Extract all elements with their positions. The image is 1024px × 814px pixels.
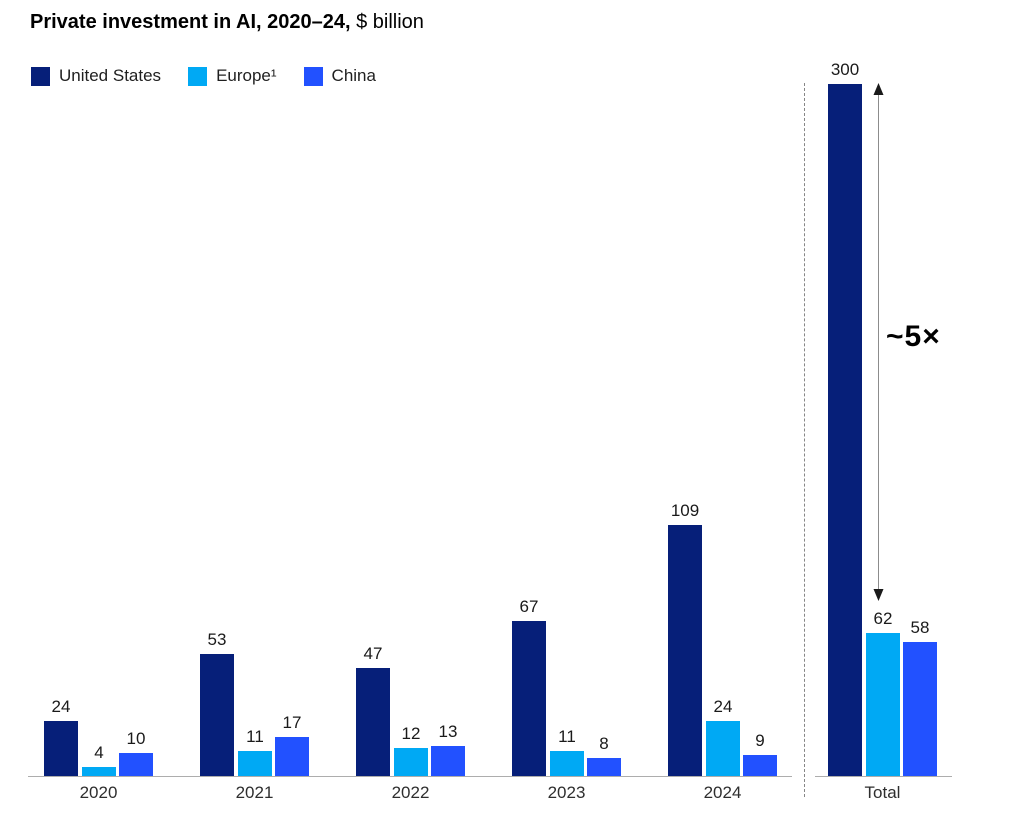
bar-value-label-2021-europe: 11 [246, 727, 264, 746]
bar-value-label-2021-united-states: 53 [207, 630, 227, 649]
legend-swatch-united-states [31, 66, 50, 86]
legend-item-united-states: United States [31, 66, 161, 86]
chart-title-unit: $ billion [356, 11, 424, 33]
multiplier-label: ~5× [886, 320, 941, 353]
bar-total-china [903, 642, 937, 776]
bar-value-label-2023-china: 8 [599, 734, 609, 753]
x-axis-label-2022: 2022 [391, 783, 430, 802]
bar-2020-europe [82, 767, 116, 776]
bar-2024-europe [706, 721, 740, 776]
bar-2021-europe [238, 751, 272, 776]
x-axis-label-total: Total [864, 783, 901, 802]
bar-value-label-2022-china: 13 [438, 722, 458, 741]
bar-2023-europe [550, 751, 584, 776]
bar-value-label-2022-europe: 12 [401, 724, 421, 743]
bar-total-europe [866, 633, 900, 776]
bar-value-label-2020-china: 10 [126, 729, 146, 748]
bar-value-label-total-europe: 62 [873, 609, 893, 628]
bar-value-label-2021-china: 17 [282, 713, 302, 732]
legend-swatch-china [303, 66, 323, 86]
bar-value-label-2020-europe: 4 [94, 743, 104, 762]
legend-item-china: China [303, 66, 376, 86]
x-axis-total [815, 776, 952, 777]
legend-label-united-states: United States [59, 66, 162, 85]
bar-2024-united-states [668, 525, 702, 776]
chart-title: Private investment in AI, 2020–24, $ bil… [30, 10, 424, 34]
bar-value-label-2024-china: 9 [755, 731, 765, 750]
legend-label-europe: Europe¹ [216, 66, 277, 85]
legend: United States Europe¹ China [31, 66, 376, 86]
bar-2022-europe [394, 748, 428, 776]
x-axis-main [28, 776, 792, 777]
bar-2020-china [119, 753, 153, 776]
bar-value-label-2024-europe: 24 [713, 697, 733, 716]
bar-value-label-2022-united-states: 47 [363, 644, 383, 663]
bar-2020-united-states [44, 721, 78, 776]
x-axis-label-2021: 2021 [235, 783, 274, 802]
bar-value-label-2023-europe: 11 [558, 727, 576, 746]
bar-2021-united-states [200, 654, 234, 776]
legend-label-china: China [331, 66, 376, 85]
bar-value-label-2023-united-states: 67 [519, 597, 539, 616]
bar-total-united-states [828, 84, 862, 776]
bar-2023-china [587, 758, 621, 776]
bar-value-label-2020-united-states: 24 [51, 697, 71, 716]
bar-value-label-total-united-states: 300 [830, 60, 860, 79]
chart-title-main: Private investment in AI, 2020–24, [30, 11, 351, 33]
x-axis-label-2024: 2024 [703, 783, 742, 802]
bar-2023-united-states [512, 621, 546, 776]
x-axis-label-2023: 2023 [547, 783, 586, 802]
bar-value-label-total-china: 58 [910, 618, 930, 637]
dashed-separator [804, 83, 805, 797]
bar-2021-china [275, 737, 309, 776]
legend-item-europe: Europe¹ [188, 66, 277, 86]
bar-2024-china [743, 755, 777, 776]
bar-2022-china [431, 746, 465, 776]
bar-value-label-2024-united-states: 109 [670, 501, 700, 520]
multiplier-arrow [873, 83, 884, 601]
x-axis-label-2020: 2020 [79, 783, 118, 802]
legend-swatch-europe [188, 66, 208, 86]
bar-2022-united-states [356, 668, 390, 776]
